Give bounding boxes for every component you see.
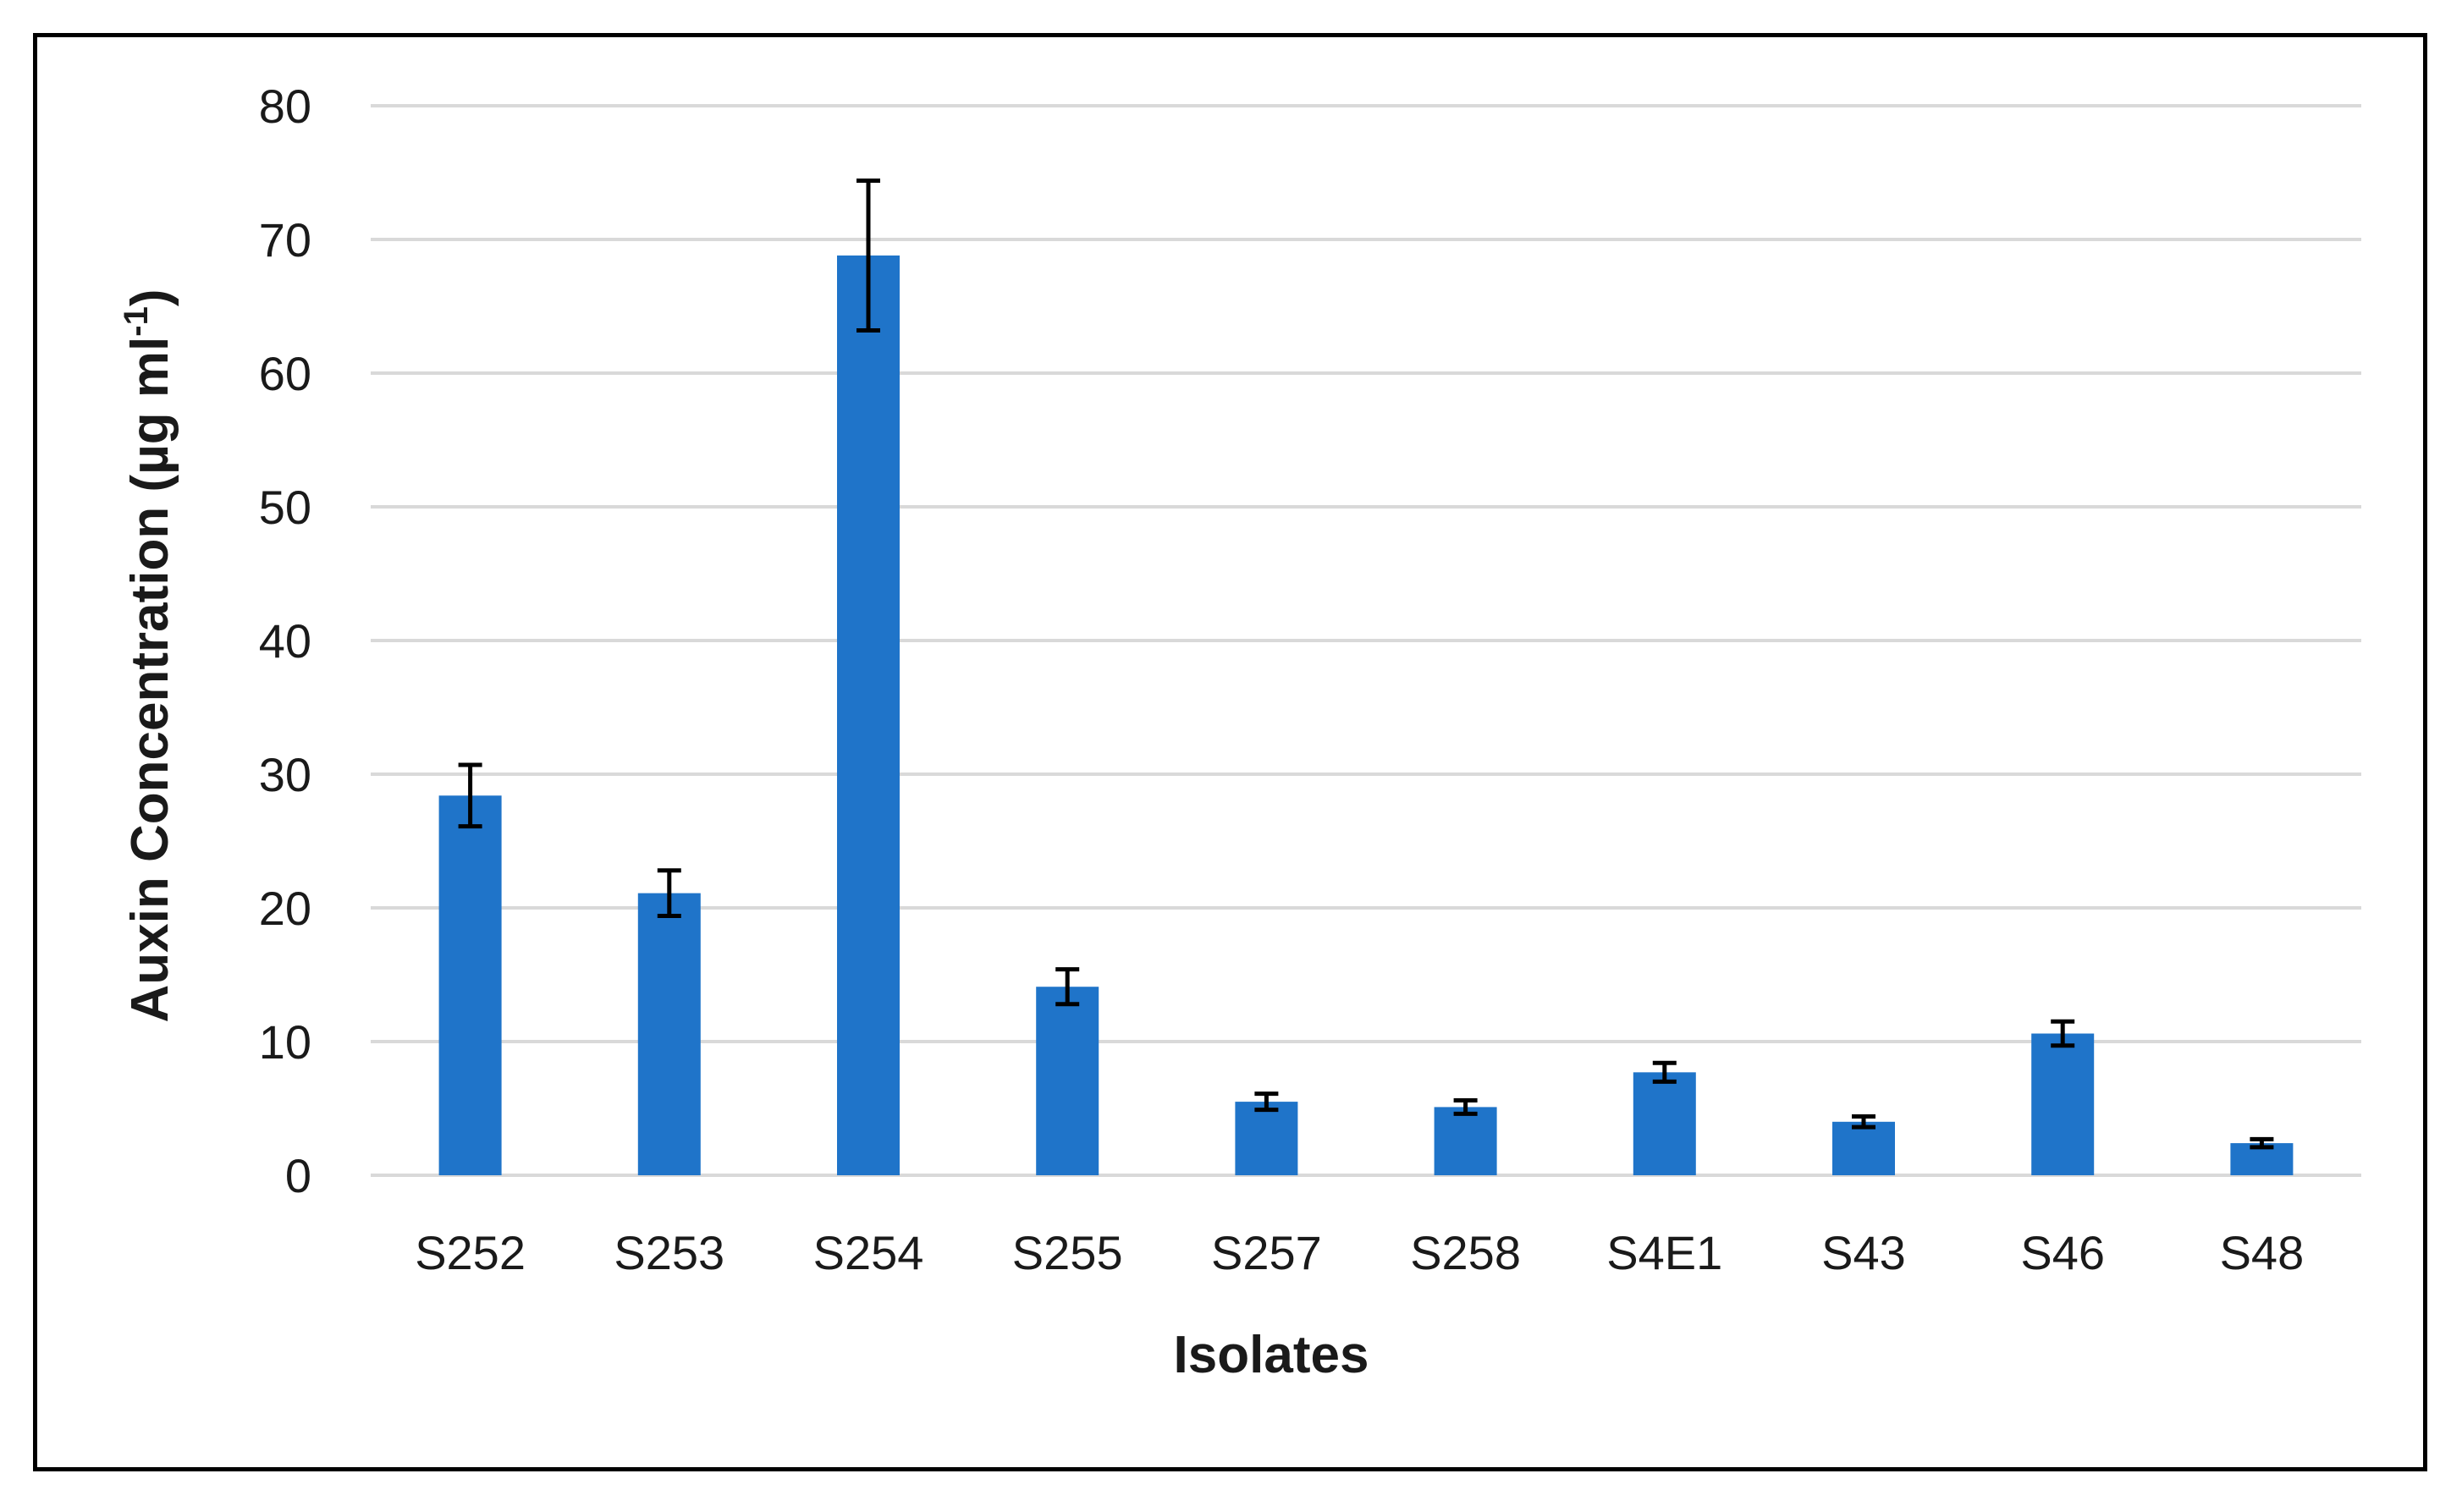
y-tick-label-70: 70 bbox=[259, 213, 311, 267]
y-tick-label-80: 80 bbox=[259, 80, 311, 133]
y-tick-label-20: 20 bbox=[259, 882, 311, 935]
bar-S43 bbox=[1832, 1121, 1895, 1175]
x-tick-label-S253: S253 bbox=[614, 1226, 724, 1279]
x-tick-label-S48: S48 bbox=[2220, 1226, 2305, 1279]
y-tick-label-60: 60 bbox=[259, 347, 311, 400]
bar-S257 bbox=[1235, 1102, 1298, 1175]
y-tick-label-0: 0 bbox=[285, 1149, 311, 1202]
error-bar-S254 bbox=[856, 178, 880, 333]
x-tick-label-S46: S46 bbox=[2020, 1226, 2105, 1279]
y-tick-label-10: 10 bbox=[259, 1015, 311, 1069]
error-bar-S257 bbox=[1254, 1091, 1279, 1113]
error-bar-S43 bbox=[1852, 1113, 1875, 1130]
y-tick-label-30: 30 bbox=[259, 748, 311, 801]
error-bar-S258 bbox=[1453, 1098, 1478, 1116]
error-bar-S255 bbox=[1055, 967, 1080, 1007]
error-bars bbox=[458, 178, 2274, 1150]
y-axis-tick-labels: 0 10 20 30 40 50 60 70 80 bbox=[259, 80, 311, 1202]
x-tick-label-S43: S43 bbox=[1821, 1226, 1906, 1279]
error-bar-S253 bbox=[657, 868, 681, 918]
error-bar-S4E1 bbox=[1652, 1060, 1677, 1084]
bar-S258 bbox=[1434, 1107, 1497, 1175]
y-tick-label-40: 40 bbox=[259, 614, 311, 668]
bar-S253 bbox=[637, 893, 701, 1175]
y-axis-title-superscript: -1 bbox=[118, 306, 155, 337]
bar-S254 bbox=[837, 255, 900, 1176]
y-axis-title-main: Auxin Concentration (µg ml bbox=[121, 337, 179, 1023]
x-tick-label-S252: S252 bbox=[415, 1226, 526, 1279]
bar-S255 bbox=[1036, 987, 1099, 1175]
error-bar-S48 bbox=[2250, 1136, 2274, 1150]
x-axis-title: Isolates bbox=[1174, 1326, 1369, 1384]
x-axis-tick-labels: S252 S253 S254 S255 S257 S258 S4E1 S43 S46 S48 bbox=[415, 1226, 2304, 1279]
x-tick-label-S4E1: S4E1 bbox=[1606, 1226, 1722, 1279]
gridlines bbox=[371, 104, 2361, 1177]
y-axis-title-close: ) bbox=[121, 289, 179, 307]
x-tick-label-S258: S258 bbox=[1410, 1226, 1521, 1279]
error-bar-S252 bbox=[458, 762, 482, 829]
bars bbox=[438, 255, 2294, 1176]
chart-frame bbox=[33, 33, 2427, 1471]
x-tick-label-S255: S255 bbox=[1012, 1226, 1123, 1279]
x-tick-label-S254: S254 bbox=[813, 1226, 924, 1279]
bar-S46 bbox=[2031, 1033, 2095, 1175]
bar-S252 bbox=[438, 795, 502, 1175]
y-axis-title: Auxin Concentration (µg ml-1) bbox=[118, 289, 179, 1023]
error-bar-S46 bbox=[2051, 1019, 2075, 1048]
x-tick-label-S257: S257 bbox=[1211, 1226, 1322, 1279]
y-tick-label-50: 50 bbox=[259, 481, 311, 534]
bar-S4E1 bbox=[1633, 1072, 1696, 1175]
